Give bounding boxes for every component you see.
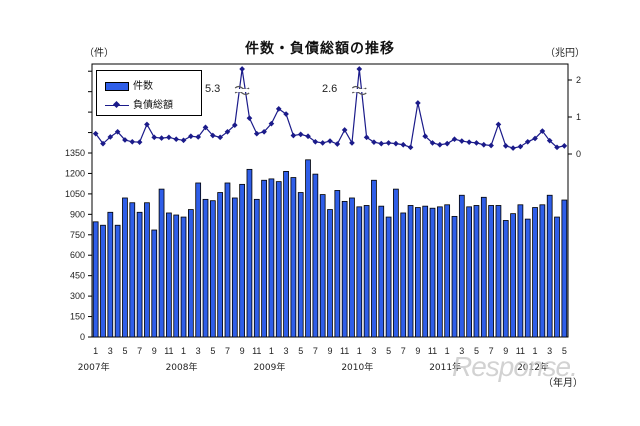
svg-text:3: 3 xyxy=(284,346,289,356)
svg-text:2: 2 xyxy=(576,75,581,85)
svg-text:9: 9 xyxy=(415,346,420,356)
left-axis-unit: （件） xyxy=(84,48,114,59)
svg-text:3: 3 xyxy=(371,346,376,356)
svg-text:300: 300 xyxy=(70,291,85,301)
svg-text:5: 5 xyxy=(474,346,479,356)
svg-text:600: 600 xyxy=(70,250,85,260)
annotation-peak-1: 5.3 xyxy=(205,83,221,95)
svg-text:5: 5 xyxy=(562,346,567,356)
svg-text:3: 3 xyxy=(196,346,201,356)
svg-text:7: 7 xyxy=(489,346,494,356)
svg-text:3: 3 xyxy=(547,346,552,356)
svg-text:1: 1 xyxy=(576,112,581,122)
svg-text:11: 11 xyxy=(340,346,349,356)
svg-text:5: 5 xyxy=(210,346,215,356)
line-marker-icon xyxy=(105,104,129,106)
svg-text:750: 750 xyxy=(70,230,85,240)
annotation-peak-2: 2.6 xyxy=(322,83,338,95)
svg-text:9: 9 xyxy=(152,346,157,356)
svg-text:7: 7 xyxy=(401,346,406,356)
x-axis-unit: （年月） xyxy=(543,378,583,389)
svg-text:2007年: 2007年 xyxy=(78,361,110,373)
watermark-logo: Response. xyxy=(452,351,578,382)
svg-text:0: 0 xyxy=(80,332,85,342)
chart-title: 件数・負債総額の推移 xyxy=(245,41,395,57)
svg-text:7: 7 xyxy=(137,346,142,356)
legend-item-debt: 負債総額 xyxy=(105,96,173,111)
legend: 件数 負債総額 xyxy=(96,70,202,116)
svg-text:0: 0 xyxy=(576,149,581,159)
bar-swatch-icon xyxy=(105,81,129,91)
svg-text:450: 450 xyxy=(70,271,85,281)
svg-text:3: 3 xyxy=(108,346,113,356)
svg-text:1350: 1350 xyxy=(65,148,85,158)
right-axis-unit: （兆円） xyxy=(545,48,585,59)
svg-text:1050: 1050 xyxy=(65,189,85,199)
svg-text:11: 11 xyxy=(516,346,525,356)
svg-text:1: 1 xyxy=(357,346,362,356)
svg-text:11: 11 xyxy=(428,346,437,356)
legend-item-count: 件数 xyxy=(105,77,153,92)
svg-text:9: 9 xyxy=(503,346,508,356)
svg-text:900: 900 xyxy=(70,209,85,219)
svg-text:1200: 1200 xyxy=(65,168,85,178)
svg-text:1: 1 xyxy=(181,346,186,356)
svg-text:1: 1 xyxy=(93,346,98,356)
svg-text:9: 9 xyxy=(327,346,332,356)
svg-text:1: 1 xyxy=(269,346,274,356)
svg-text:1: 1 xyxy=(445,346,450,356)
svg-text:2010年: 2010年 xyxy=(341,361,373,373)
svg-text:3: 3 xyxy=(459,346,464,356)
svg-text:5: 5 xyxy=(386,346,391,356)
svg-text:2012年: 2012年 xyxy=(517,361,549,373)
svg-text:150: 150 xyxy=(70,312,85,322)
svg-text:1: 1 xyxy=(533,346,538,356)
svg-text:5: 5 xyxy=(298,346,303,356)
svg-text:11: 11 xyxy=(252,346,261,356)
svg-text:2009年: 2009年 xyxy=(253,361,285,373)
svg-text:7: 7 xyxy=(313,346,318,356)
svg-text:11: 11 xyxy=(164,346,173,356)
svg-text:2011年: 2011年 xyxy=(429,361,461,373)
svg-text:9: 9 xyxy=(240,346,245,356)
svg-text:7: 7 xyxy=(225,346,230,356)
svg-text:2008年: 2008年 xyxy=(166,361,198,373)
svg-text:5: 5 xyxy=(122,346,127,356)
